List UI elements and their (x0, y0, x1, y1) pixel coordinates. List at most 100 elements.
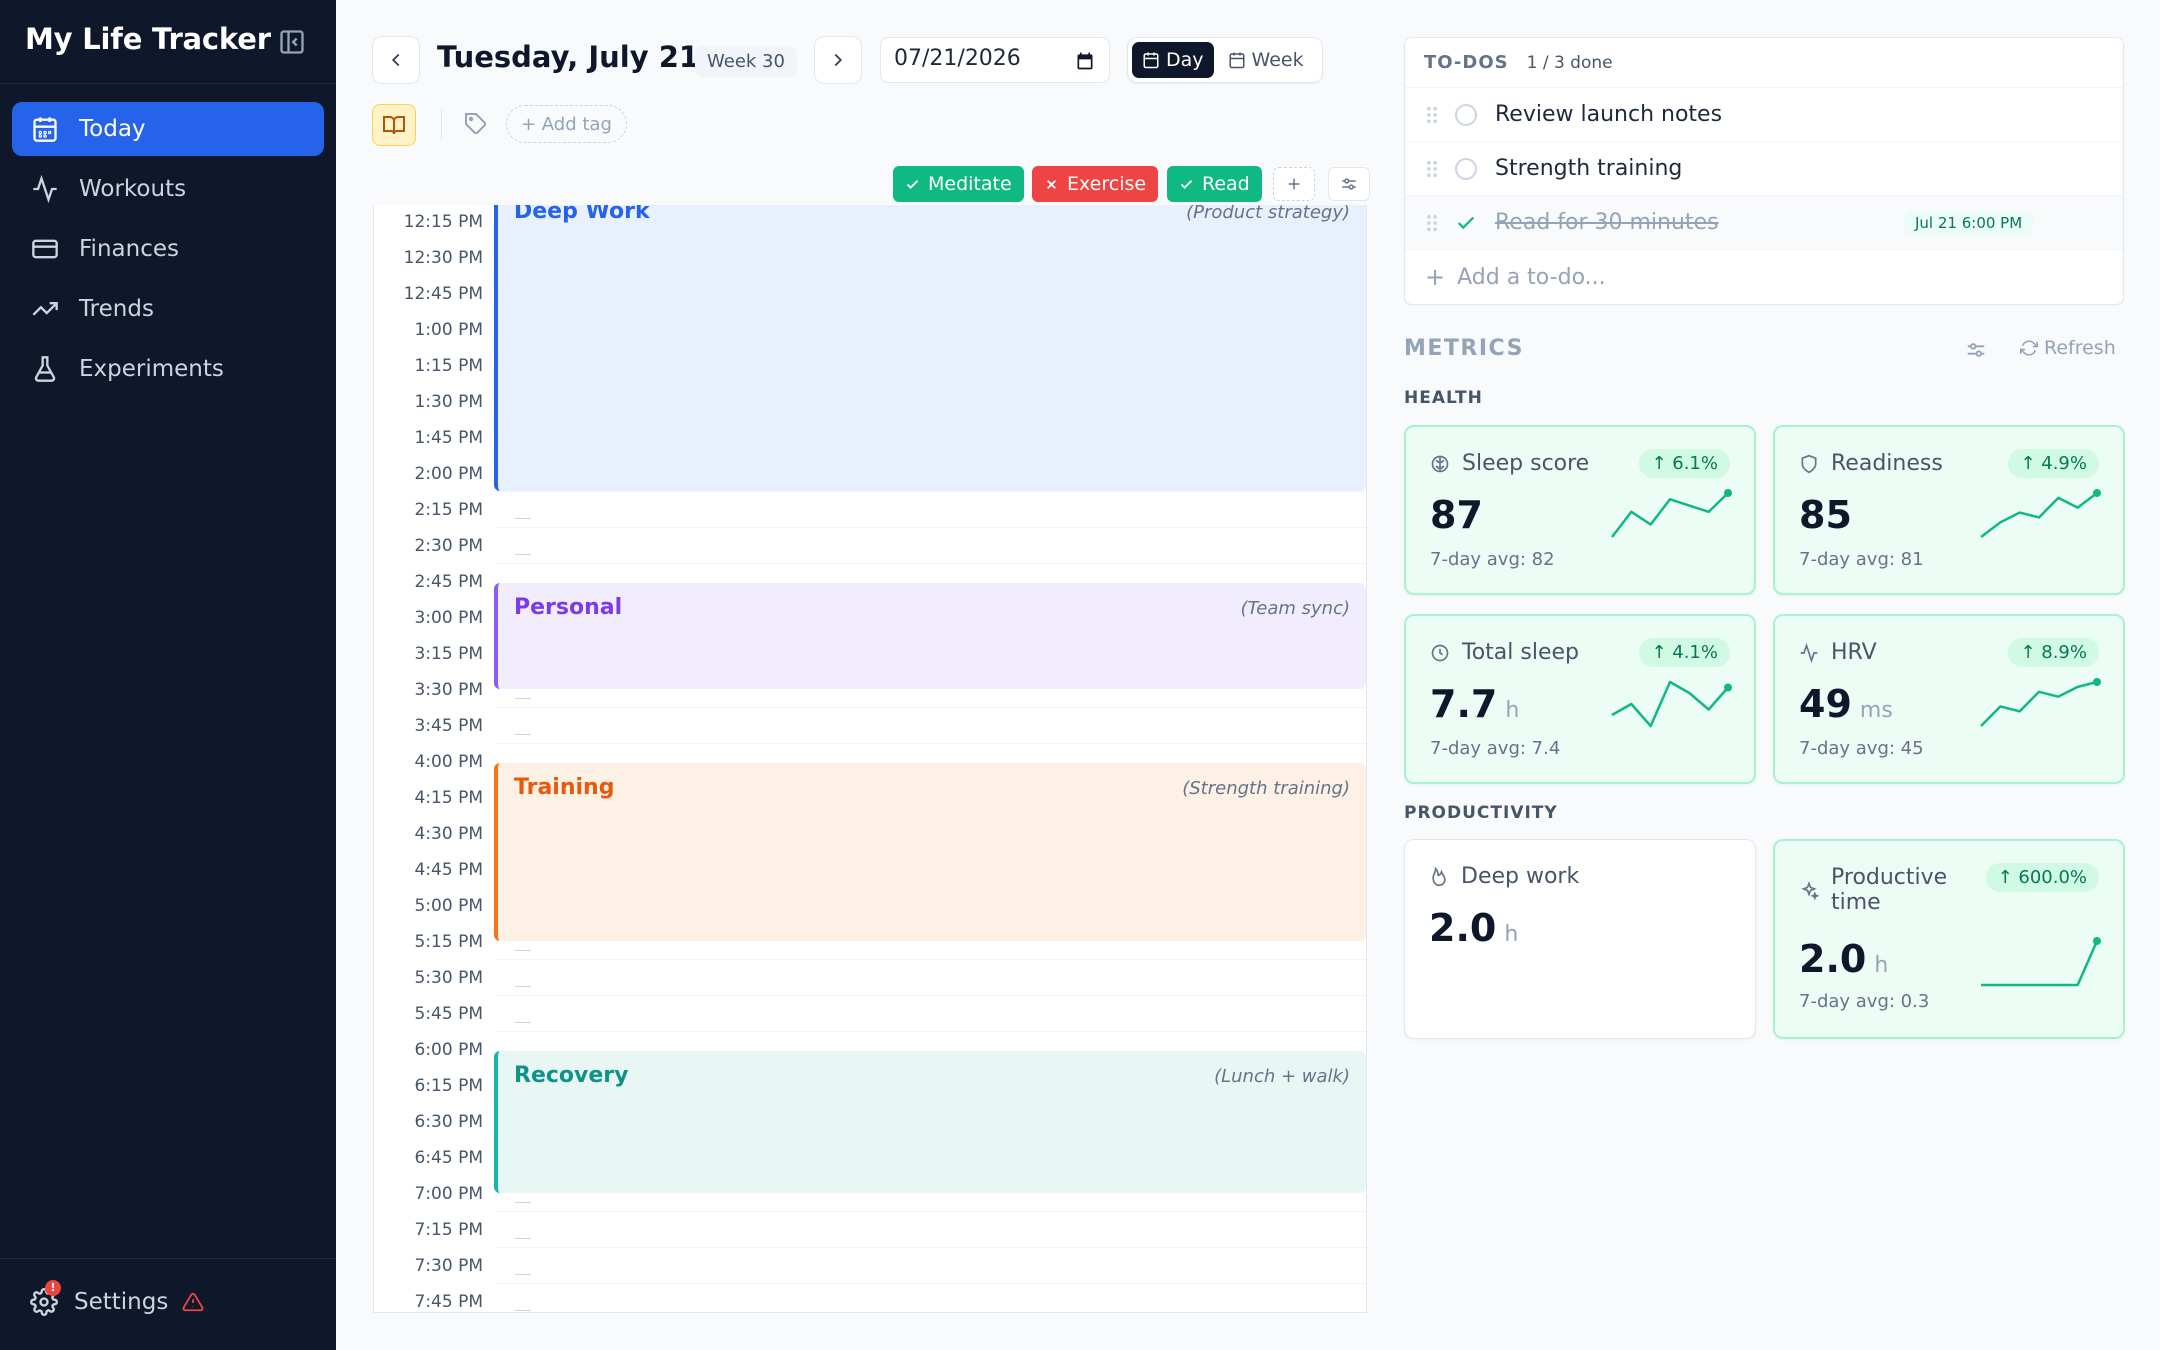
activity-icon (33, 175, 57, 203)
todo-checkbox[interactable] (1455, 103, 1477, 126)
metric-title: Sleep score (1430, 451, 1589, 476)
todos-panel: TO-DOS 1 / 3 done Review launch notes St… (1404, 37, 2124, 305)
time-slot-line (495, 1031, 1366, 1032)
metric-unit: h (1874, 953, 1889, 978)
metric-value-number: 87 (1430, 493, 1483, 537)
sparkline (1980, 678, 2101, 727)
clock-icon (1431, 644, 1449, 662)
prev-day-button[interactable] (372, 36, 420, 84)
half-slot-tick (515, 986, 531, 987)
event-personal[interactable]: Personal (Team sync) (494, 583, 1366, 689)
metric-title: Productive time (1799, 865, 1969, 915)
next-day-button[interactable] (814, 36, 862, 84)
metric-card-sleep-score[interactable]: Sleep score ↑ 6.1% 87 7-day avg: 82 (1404, 425, 1756, 595)
todo-item[interactable]: Read for 30 minutes Jul 21 6:00 PM (1405, 196, 2123, 250)
time-slot-label: 3:00 PM (414, 608, 484, 628)
metric-value-number: 85 (1799, 493, 1852, 537)
calendar-icon[interactable] (1075, 51, 1095, 71)
time-slot-label: 3:30 PM (414, 680, 484, 700)
metric-card-productive-time[interactable]: Productive time ↑ 600.0% 2.0 h 7-day avg:… (1773, 839, 2125, 1039)
sparkline (1611, 680, 1732, 728)
metric-value: 87 (1430, 493, 1483, 537)
sidebar-item-settings[interactable]: ! Settings (30, 1280, 204, 1316)
metric-delta-badge: ↑ 4.1% (1639, 638, 1730, 667)
habit-read-button[interactable]: Read (1167, 166, 1262, 202)
refresh-button[interactable]: Refresh (2020, 337, 2116, 359)
event-deep-work[interactable]: Deep Work (Product strategy) (494, 205, 1366, 491)
view-day-label: Day (1166, 49, 1204, 71)
time-slot-label: 7:00 PM (414, 1184, 484, 1204)
sidebar-item-label: Today (79, 116, 146, 142)
metric-delta-badge: ↑ 4.9% (2008, 449, 2099, 478)
tag-icon[interactable] (464, 112, 488, 136)
time-slot-label: 5:15 PM (414, 932, 484, 952)
date-picker-input[interactable]: 07/21/2026 (880, 37, 1110, 83)
habit-settings-button[interactable] (1328, 167, 1370, 201)
half-slot-tick (515, 554, 531, 555)
metric-unit: ms (1859, 698, 1893, 723)
time-slot-label: 12:30 PM (403, 248, 483, 268)
habit-label: Exercise (1067, 173, 1147, 195)
time-slot-label: 1:15 PM (414, 356, 484, 376)
collapse-sidebar-icon[interactable] (278, 28, 306, 56)
add-tag-button[interactable]: + Add tag (506, 105, 627, 143)
metric-value: 2.0 h (1429, 906, 1518, 950)
view-day-button[interactable]: Day (1132, 42, 1214, 78)
metric-card-readiness[interactable]: Readiness ↑ 4.9% 85 7-day avg: 81 (1773, 425, 2125, 595)
shield-icon (1801, 454, 1817, 474)
metric-value: 2.0 h (1799, 937, 1888, 981)
todo-checkbox[interactable] (1455, 157, 1477, 180)
metric-title-text: Deep work (1461, 864, 1580, 889)
metric-card-total-sleep[interactable]: Total sleep ↑ 4.1% 7.7 h 7-day avg: 7.4 (1404, 614, 1756, 784)
check-icon[interactable] (1455, 212, 1477, 234)
metric-card-hrv[interactable]: HRV ↑ 8.9% 49 ms 7-day avg: 45 (1773, 614, 2125, 784)
metric-delta-badge: ↑ 600.0% (1985, 863, 2099, 892)
half-slot-tick (515, 1310, 531, 1311)
view-week-button[interactable]: Week (1218, 42, 1314, 78)
gear-icon: ! (30, 1280, 61, 1316)
event-subtitle: (Team sync) (1240, 598, 1350, 619)
time-slot-label: 4:30 PM (414, 824, 484, 844)
credit-card-icon (32, 239, 58, 259)
todo-item[interactable]: Strength training (1405, 142, 2123, 196)
calendar-icon (33, 117, 57, 142)
metric-title: Total sleep (1430, 640, 1579, 665)
event-recovery[interactable]: Recovery (Lunch + walk) (494, 1051, 1366, 1193)
drag-handle-icon[interactable] (1425, 213, 1439, 233)
day-timeline[interactable]: 7:45 PM 7:30 PM 7:15 PM 7:00 PM 6:45 PM 6:30 … (373, 205, 1367, 1313)
sidebar-item-today[interactable]: Today (12, 102, 324, 156)
due-date-badge: Jul 21 6:00 PM (1903, 210, 2035, 236)
sliders-icon[interactable] (1965, 339, 1987, 361)
time-slot-label: 5:30 PM (414, 968, 484, 988)
drag-handle-icon[interactable] (1425, 105, 1439, 125)
sparkline (1981, 937, 2101, 987)
add-habit-button[interactable] (1273, 167, 1315, 201)
journal-button[interactable] (372, 104, 416, 146)
half-slot-tick (515, 518, 531, 519)
todo-item[interactable]: Review launch notes (1405, 88, 2123, 142)
sidebar-item-experiments[interactable]: Experiments (12, 342, 324, 396)
productivity-section-label: PRODUCTIVITY (1404, 803, 1558, 823)
time-slot-label: 4:15 PM (414, 788, 484, 808)
add-todo-input[interactable]: + Add a to-do... (1405, 250, 2123, 304)
habit-exercise-button[interactable]: Exercise (1032, 166, 1159, 202)
sidebar-nav: Today Workouts Finances Trends Experimen… (12, 102, 324, 402)
event-training[interactable]: Training (Strength training) (494, 763, 1366, 941)
sidebar-item-label: Experiments (79, 356, 224, 382)
habit-label: Meditate (928, 173, 1012, 195)
week-badge: Week 30 (695, 46, 797, 77)
time-slot-label: 6:00 PM (414, 1040, 484, 1060)
metric-unit: h (1504, 922, 1519, 947)
habit-meditate-button[interactable]: Meditate (893, 166, 1024, 202)
time-slot-line (495, 563, 1366, 564)
half-slot-tick (515, 1238, 531, 1239)
sidebar-item-workouts[interactable]: Workouts (12, 162, 324, 216)
metric-card-deep-work[interactable]: Deep work 2.0 h (1404, 839, 1756, 1039)
drag-handle-icon[interactable] (1425, 159, 1439, 179)
sidebar-item-finances[interactable]: Finances (12, 222, 324, 276)
metric-avg: 7-day avg: 7.4 (1430, 738, 1561, 759)
sidebar-item-trends[interactable]: Trends (12, 282, 324, 336)
book-open-icon (383, 116, 405, 135)
metric-value-number: 2.0 (1799, 937, 1867, 981)
metric-avg: 7-day avg: 82 (1430, 549, 1555, 570)
